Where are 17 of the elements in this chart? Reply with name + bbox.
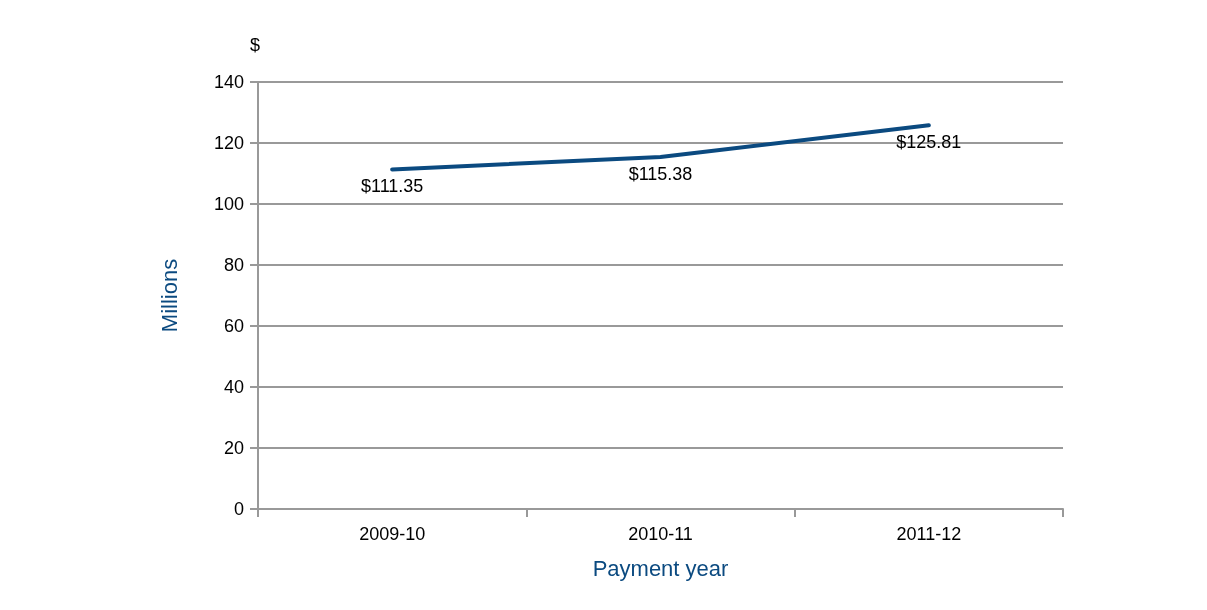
data-label: $111.35 <box>360 176 424 197</box>
x-tick-label: 2010-11 <box>628 524 693 544</box>
y-tick-label: 140 <box>213 72 244 92</box>
y-tick-label: 80 <box>223 255 244 275</box>
y-tick-label: 40 <box>223 377 244 397</box>
data-label: $125.81 <box>896 132 962 153</box>
x-axis-title: Payment year <box>592 555 729 581</box>
y-tick-label: 120 <box>213 133 244 153</box>
y-tick-label: 0 <box>233 499 244 519</box>
y-axis-title: Millions <box>156 258 182 333</box>
x-tick-label: 2009-10 <box>359 524 426 544</box>
x-tick-label: 2011-12 <box>896 524 962 544</box>
y-tick-label: 20 <box>223 438 244 458</box>
text: $ <box>250 35 261 55</box>
data-label: $115.38 <box>628 164 693 185</box>
y-tick-label: 60 <box>223 316 244 336</box>
y-tick-label: 100 <box>213 194 244 214</box>
